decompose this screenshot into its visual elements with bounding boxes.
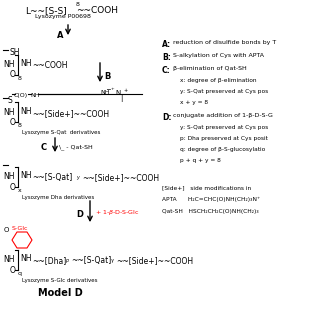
Text: Model D: Model D xyxy=(38,288,83,298)
Text: ~~[S-Qat]: ~~[S-Qat] xyxy=(32,173,72,182)
Text: C:: C: xyxy=(162,66,171,75)
Text: ~~[Side+]~~COOH: ~~[Side+]~~COOH xyxy=(32,109,109,118)
Text: APTA      H₂C=CHC(O)NH(CH₂)₃N⁺: APTA H₂C=CHC(O)NH(CH₂)₃N⁺ xyxy=(162,197,260,202)
Text: $_y$: $_y$ xyxy=(76,174,81,182)
Text: 8: 8 xyxy=(18,76,22,81)
Text: D:: D: xyxy=(162,113,172,122)
Text: NH: NH xyxy=(20,171,31,180)
Text: ~~[Side+]~~COOH: ~~[Side+]~~COOH xyxy=(82,173,159,182)
Text: A:: A: xyxy=(162,40,171,49)
Text: C: C xyxy=(41,143,47,152)
Text: NH: NH xyxy=(3,255,14,264)
Text: q: degree of β-S-glucosylatio: q: degree of β-S-glucosylatio xyxy=(180,147,265,152)
Text: S-alkylation of Cys with APTA: S-alkylation of Cys with APTA xyxy=(173,53,264,58)
Text: SH: SH xyxy=(9,48,20,57)
Text: NH: NH xyxy=(3,108,14,117)
Text: N: N xyxy=(115,90,120,96)
Text: ─$^+$: ─$^+$ xyxy=(106,87,116,92)
Text: Lysozyme P00698: Lysozyme P00698 xyxy=(35,14,91,19)
Text: $_p$: $_p$ xyxy=(65,257,70,266)
Text: β-elimination of Qat-SH: β-elimination of Qat-SH xyxy=(173,66,247,71)
Text: y: S-Qat preserved at Cys pos: y: S-Qat preserved at Cys pos xyxy=(180,125,268,130)
Text: +: + xyxy=(123,88,127,93)
Text: O: O xyxy=(4,227,9,233)
Text: NH: NH xyxy=(20,107,31,116)
Text: NH: NH xyxy=(30,93,39,98)
Text: ~~[Dha]: ~~[Dha] xyxy=(32,256,66,265)
Text: q: q xyxy=(18,271,22,276)
Text: 8: 8 xyxy=(76,2,80,7)
Text: ─ ─: ─ ─ xyxy=(126,93,134,98)
Text: x: degree of β-elimination: x: degree of β-elimination xyxy=(180,78,257,83)
Text: NH: NH xyxy=(20,59,31,68)
Text: NH: NH xyxy=(100,90,109,95)
Text: 8: 8 xyxy=(18,123,22,128)
Text: p + q + y = 8: p + q + y = 8 xyxy=(180,158,221,163)
Text: A: A xyxy=(57,31,63,40)
Text: O: O xyxy=(10,183,16,192)
Text: ~~COOH: ~~COOH xyxy=(32,61,68,70)
Text: S-Glc: S-Glc xyxy=(12,226,28,231)
Text: ~~COOH: ~~COOH xyxy=(76,6,118,15)
Text: ~~[Side+]~~COOH: ~~[Side+]~~COOH xyxy=(116,256,193,265)
Text: O: O xyxy=(10,266,16,275)
Text: \_ - Qat-SH: \_ - Qat-SH xyxy=(59,144,93,150)
Text: y: S-Qat preserved at Cys pos: y: S-Qat preserved at Cys pos xyxy=(180,89,268,94)
Text: O: O xyxy=(10,70,16,79)
Text: O: O xyxy=(10,118,16,127)
Text: NH: NH xyxy=(20,254,31,263)
Text: Lysozyme Dha derivatives: Lysozyme Dha derivatives xyxy=(22,195,94,200)
Text: B:: B: xyxy=(162,53,171,62)
Text: Lysozyme S-Qat  derivatives: Lysozyme S-Qat derivatives xyxy=(22,130,100,135)
Text: [Side+]   side modifications in: [Side+] side modifications in xyxy=(162,185,251,190)
Text: reduction of disulfide bonds by T: reduction of disulfide bonds by T xyxy=(173,40,276,45)
Text: ~~[S-Qat]: ~~[S-Qat] xyxy=(71,256,111,265)
Text: x: x xyxy=(18,188,22,193)
Text: p: Dha preserved at Cys posit: p: Dha preserved at Cys posit xyxy=(180,136,268,141)
Text: D: D xyxy=(76,210,83,219)
Text: conjugate addition of 1-β-D-S-G: conjugate addition of 1-β-D-S-G xyxy=(173,113,273,118)
Text: NH: NH xyxy=(3,60,14,69)
Text: |: | xyxy=(120,95,122,102)
Text: + 1-$\beta$-D-S-Glc: + 1-$\beta$-D-S-Glc xyxy=(95,208,140,217)
Text: L~~[S-S]: L~~[S-S] xyxy=(25,6,67,15)
Text: Lysozyme S-Glc derivatives: Lysozyme S-Glc derivatives xyxy=(22,278,98,283)
Text: Qat-SH   HSCH₂CH₂C(O)NH(CH₂)₃: Qat-SH HSCH₂CH₂C(O)NH(CH₂)₃ xyxy=(162,209,259,214)
Text: C(O): C(O) xyxy=(14,93,28,98)
Text: B: B xyxy=(104,72,110,81)
Text: NH: NH xyxy=(3,172,14,181)
Text: x + y = 8: x + y = 8 xyxy=(180,100,208,105)
Text: S: S xyxy=(8,96,13,105)
Text: $_\gamma$: $_\gamma$ xyxy=(110,257,115,266)
